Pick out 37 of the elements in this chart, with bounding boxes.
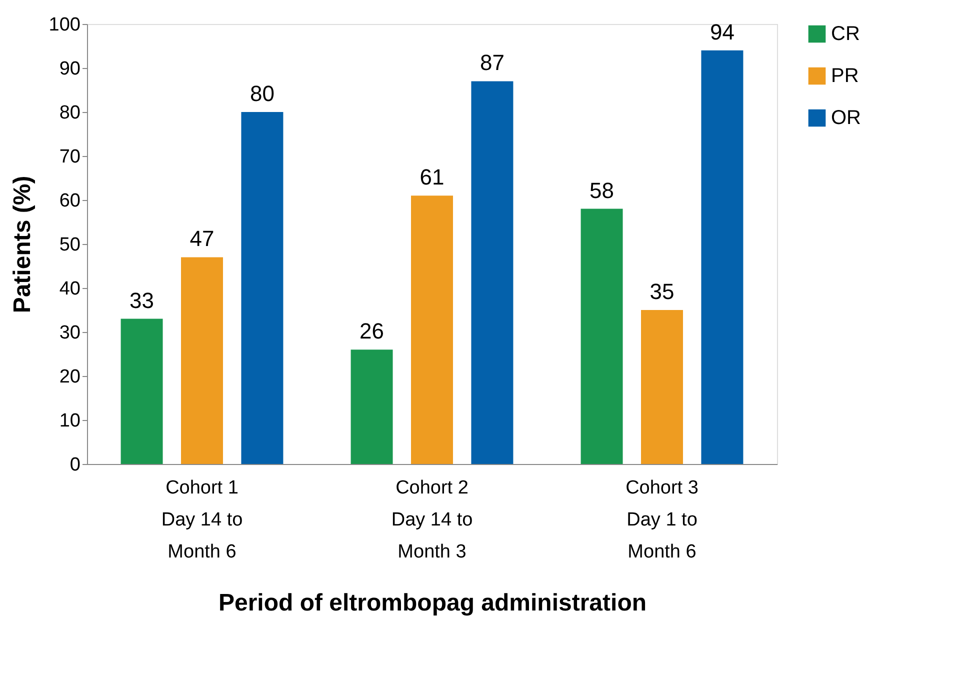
data-label: 47	[190, 226, 214, 252]
legend-label: PR	[831, 65, 859, 87]
y-tick-label: 80	[59, 102, 80, 124]
bar	[120, 318, 163, 464]
x-axis-title: Period of eltrombopag administration	[218, 590, 647, 616]
data-label: 80	[250, 81, 274, 106]
legend-label: OR	[831, 107, 861, 129]
y-tick-label: 70	[59, 146, 80, 168]
y-tick-label: 100	[48, 14, 80, 36]
y-tick-label: 0	[70, 454, 80, 476]
data-label: 58	[590, 178, 614, 203]
bar	[580, 208, 623, 464]
data-label: 87	[480, 50, 504, 76]
y-tick-label: 30	[59, 322, 80, 344]
x-tick-label: Cohort 3 Day 1 to Month 6	[626, 478, 698, 562]
y-tick-label: 40	[59, 278, 80, 300]
y-tick-label: 50	[59, 234, 80, 256]
data-label: 94	[710, 19, 734, 44]
data-label: 26	[360, 318, 384, 344]
bar	[701, 50, 744, 464]
x-tick-label: Cohort 1 Day 14 to Month 6	[161, 478, 243, 562]
data-label: 61	[420, 164, 444, 190]
bar	[350, 350, 393, 464]
y-tick-label: 20	[59, 366, 80, 388]
y-axis-title: Patients (%)	[8, 176, 36, 314]
x-tick-label: Cohort 2 Day 14 to Month 3	[391, 478, 473, 562]
bar	[241, 112, 284, 464]
y-tick-label: 90	[59, 58, 80, 80]
legend-label: CR	[831, 23, 860, 45]
y-tick-label: 60	[59, 190, 80, 212]
bar	[181, 257, 223, 464]
y-tick-label: 10	[59, 410, 80, 432]
bar	[641, 310, 683, 464]
bar	[471, 81, 514, 464]
data-label: 35	[650, 279, 674, 304]
data-label: 33	[130, 288, 154, 313]
bar	[411, 196, 453, 464]
